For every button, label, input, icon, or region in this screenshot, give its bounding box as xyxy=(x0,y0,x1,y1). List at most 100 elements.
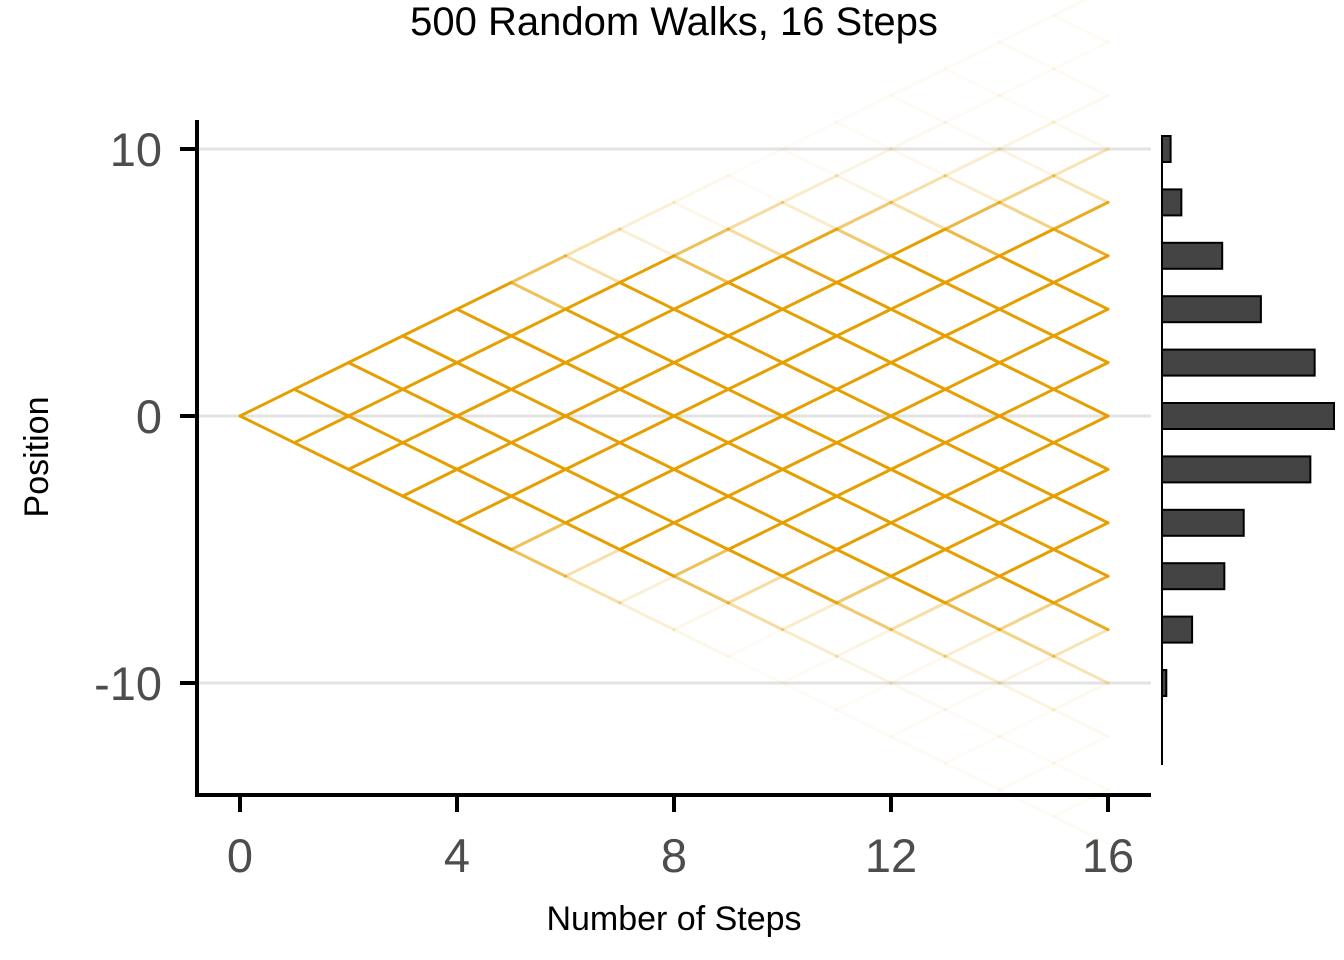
walk-segment xyxy=(889,361,947,391)
walk-segment xyxy=(564,227,622,258)
walk-segment xyxy=(1052,761,1110,792)
walk-segment xyxy=(998,628,1056,658)
walk-segment xyxy=(1052,174,1110,204)
x-axis-title: Number of Steps xyxy=(546,900,801,938)
walk-segment xyxy=(943,548,1001,578)
walk-segment xyxy=(1052,387,1110,418)
position-histogram xyxy=(1161,135,1335,765)
walk-segment xyxy=(781,441,839,471)
walk-segment xyxy=(889,628,947,658)
histogram-bar xyxy=(1161,295,1262,324)
walk-segment xyxy=(835,414,893,445)
walk-segment xyxy=(943,387,1001,418)
walk-segment xyxy=(943,521,1001,551)
walk-segment xyxy=(889,387,947,418)
x-tick-label: 16 xyxy=(1082,829,1134,882)
walk-segment xyxy=(672,628,730,658)
y-axis-title: Position xyxy=(18,397,56,518)
walk-segment xyxy=(292,414,350,445)
walk-segment xyxy=(347,467,405,498)
walk-segment xyxy=(1052,441,1110,471)
walk-segment xyxy=(998,174,1056,204)
walk-segment xyxy=(998,414,1056,445)
walk-segment xyxy=(835,361,893,391)
walk-segment xyxy=(509,254,567,284)
walk-segment xyxy=(1052,654,1110,685)
walk-segment xyxy=(726,654,784,685)
walk-segment xyxy=(726,414,784,445)
walk-segment xyxy=(564,494,622,525)
walk-segment xyxy=(726,200,784,231)
walk-segment xyxy=(781,147,839,178)
walk-segment xyxy=(672,601,730,632)
walk-segment xyxy=(835,174,893,204)
walk-segment xyxy=(835,601,893,632)
histogram-bar xyxy=(1161,455,1312,484)
walk-segment xyxy=(835,681,893,712)
walk-segment xyxy=(564,334,622,365)
walk-segment xyxy=(564,548,622,578)
walk-segment xyxy=(292,361,350,391)
walk-segment xyxy=(726,494,784,525)
walk-segment xyxy=(943,654,1001,685)
walk-segment xyxy=(889,708,947,738)
walk-segment xyxy=(564,441,622,471)
walk-segment xyxy=(835,441,893,471)
walk-segment xyxy=(564,521,622,551)
walk-segment xyxy=(889,334,947,365)
walk-segment xyxy=(726,281,784,311)
histogram-bar xyxy=(1161,348,1316,377)
walk-segment xyxy=(998,708,1056,738)
walk-segment xyxy=(726,441,784,471)
walk-segment xyxy=(347,387,405,418)
walk-segment xyxy=(998,200,1056,231)
walk-segment xyxy=(726,361,784,391)
walk-segment xyxy=(1052,227,1110,258)
walk-segment xyxy=(781,334,839,365)
walk-segment xyxy=(781,307,839,338)
walk-segment xyxy=(401,494,459,525)
y-axis-ticks: 10 0 -10 xyxy=(94,123,197,710)
walk-segment xyxy=(889,174,947,204)
walk-segment xyxy=(672,281,730,311)
walk-segment xyxy=(943,200,1001,231)
x-tick-label: 12 xyxy=(865,829,917,882)
walk-segment xyxy=(943,147,1001,178)
walk-segment xyxy=(509,334,567,365)
walk-segment xyxy=(509,521,567,551)
walk-segment xyxy=(1052,120,1110,151)
walk-segment xyxy=(726,601,784,632)
walk-segment xyxy=(1052,734,1110,765)
walk-segment xyxy=(509,467,567,498)
walk-segment xyxy=(672,174,730,204)
walk-segment xyxy=(564,281,622,311)
walk-segment xyxy=(889,521,947,551)
histogram-bar xyxy=(1161,241,1224,270)
walk-segment xyxy=(943,227,1001,258)
walk-segment xyxy=(672,387,730,418)
walk-segment xyxy=(943,681,1001,712)
walk-segment xyxy=(943,601,1001,632)
walk-segment xyxy=(672,467,730,498)
walk-segment xyxy=(998,147,1056,178)
walk-segment xyxy=(618,254,676,284)
walk-segment xyxy=(509,414,567,445)
walk-segment xyxy=(1052,334,1110,365)
walk-segment xyxy=(998,387,1056,418)
walk-segment xyxy=(835,307,893,338)
walk-segment xyxy=(889,94,947,124)
x-tick-label: 0 xyxy=(227,829,253,882)
walk-segment xyxy=(1052,67,1110,98)
walk-segment xyxy=(889,67,947,98)
walk-segment xyxy=(943,120,1001,151)
walk-segment xyxy=(781,548,839,578)
walk-segment xyxy=(889,281,947,311)
walk-segment xyxy=(726,174,784,204)
walk-segment xyxy=(509,387,567,418)
walk-segment xyxy=(943,254,1001,284)
walk-segment xyxy=(889,414,947,445)
walk-segment xyxy=(726,548,784,578)
walk-segment xyxy=(998,467,1056,498)
walk-segment xyxy=(781,467,839,498)
walk-segment xyxy=(835,654,893,685)
